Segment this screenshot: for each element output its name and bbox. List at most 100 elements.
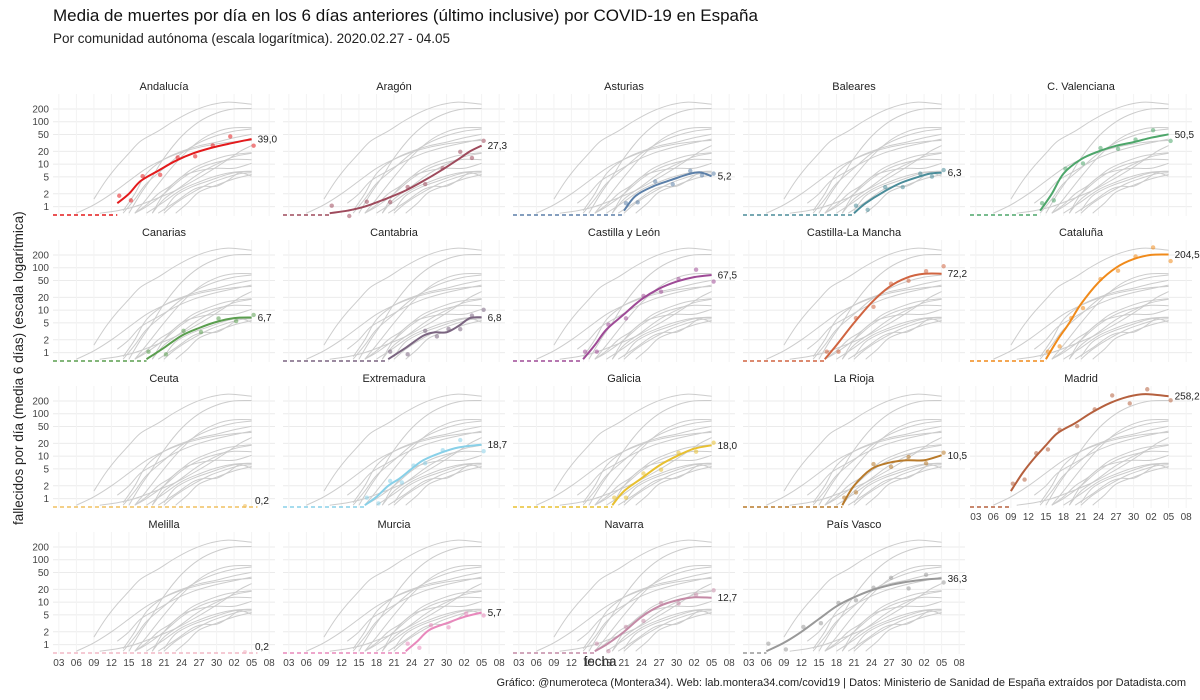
data-point: [818, 620, 824, 626]
data-point: [1115, 146, 1121, 152]
background-series-line: [76, 285, 252, 360]
y-tick-label: 1: [43, 640, 49, 651]
background-series-line: [824, 126, 942, 214]
x-tick-label: 30: [1128, 512, 1140, 523]
data-point: [641, 618, 646, 624]
x-tick-label: 21: [618, 658, 630, 669]
background-series-line: [812, 133, 942, 211]
series-line: [116, 138, 252, 204]
facet-panel: Andalucía 1 2 510 20 50 100 200 39,0: [32, 81, 278, 216]
last-value-label: 72,2: [948, 269, 968, 280]
y-tick-label: 10: [38, 306, 50, 317]
background-series-line: [122, 571, 252, 649]
last-value-label: 0,2: [255, 642, 269, 653]
background-series-line: [323, 101, 482, 200]
background-series-line: [1051, 450, 1169, 506]
last-value-label: 5,2: [718, 172, 732, 183]
facet-label: Castilla-La Mancha: [807, 227, 902, 239]
background-series-line: [536, 577, 712, 652]
data-point: [387, 199, 393, 205]
data-point: [594, 641, 599, 646]
background-series-line: [847, 316, 942, 360]
data-point: [428, 623, 434, 628]
background-series-line: [1051, 304, 1169, 360]
data-point: [824, 349, 829, 354]
x-tick-label: 09: [1005, 512, 1017, 523]
x-tick-label: 24: [866, 658, 878, 669]
x-tick-label: 15: [813, 658, 825, 669]
data-point: [463, 611, 469, 616]
x-tick-label: 06: [531, 658, 543, 669]
series-line: [145, 316, 252, 361]
background-series-line: [1080, 172, 1169, 214]
background-series-line: [306, 285, 482, 360]
background-series-line: [1074, 462, 1169, 506]
background-series-line: [576, 576, 712, 642]
x-tick-label: 08: [494, 658, 506, 669]
background-series-line: [1068, 444, 1169, 506]
background-series-line: [836, 317, 942, 360]
data-point: [906, 278, 911, 283]
background-series-line: [352, 128, 482, 214]
facet-panel: Aragón 27,3: [283, 81, 508, 219]
y-tick-label: 100: [32, 409, 49, 420]
background-series-line: [1033, 138, 1169, 204]
data-point: [251, 143, 256, 148]
last-value-label: 18,7: [488, 440, 508, 451]
background-series-line: [635, 174, 712, 214]
background-series-line: [364, 126, 482, 214]
background-series-line: [865, 174, 942, 214]
background-series-line: [1063, 317, 1169, 360]
data-point: [364, 199, 369, 204]
background-series-line: [582, 133, 712, 211]
data-point: [606, 648, 611, 654]
background-series-line: [306, 139, 482, 214]
background-series-line: [116, 430, 252, 496]
x-tick-label: 02: [459, 658, 471, 669]
background-series-line: [116, 284, 252, 350]
y-tick-label: 20: [38, 439, 50, 450]
background-series-line: [387, 170, 482, 214]
background-series-line: [582, 420, 712, 506]
background-series-line: [818, 253, 942, 360]
data-point: [364, 495, 369, 500]
background-series-line: [1010, 247, 1169, 346]
background-series-line: [841, 298, 942, 360]
data-point: [699, 173, 705, 178]
background-series-line: [617, 462, 712, 506]
background-series-line: [824, 418, 942, 506]
background-series-line: [853, 318, 942, 360]
facet-label: Extremadura: [363, 373, 427, 385]
facet-label: Ceuta: [149, 373, 179, 385]
data-point: [446, 625, 451, 630]
x-tick-label: 30: [211, 658, 223, 669]
background-series-line: [806, 430, 942, 496]
data-point: [198, 329, 204, 335]
last-value-label: 5,7: [488, 608, 502, 619]
background-series-line: [122, 274, 252, 360]
background-series-line: [588, 399, 712, 506]
background-series-line: [1092, 466, 1169, 506]
background-series-line: [766, 285, 942, 360]
data-point: [469, 155, 475, 161]
background-series-line: [157, 462, 252, 506]
background-series-line: [536, 285, 712, 360]
background-series-line: [352, 425, 482, 503]
background-series-line: [1039, 274, 1169, 360]
data-point: [693, 449, 699, 454]
x-tick-label: 15: [1040, 512, 1052, 523]
facet-panel: C. Valenciana 50,5: [970, 81, 1195, 216]
background-series-line: [594, 450, 712, 506]
data-point: [481, 613, 486, 618]
background-series-line: [611, 298, 712, 360]
series-line: [1039, 133, 1169, 212]
background-series-line: [594, 564, 712, 652]
data-point: [1115, 268, 1121, 273]
background-series-line: [623, 318, 712, 360]
data-point: [417, 645, 422, 650]
x-tick-label: 08: [954, 658, 966, 669]
data-point: [658, 289, 664, 294]
background-series-line: [122, 425, 252, 503]
